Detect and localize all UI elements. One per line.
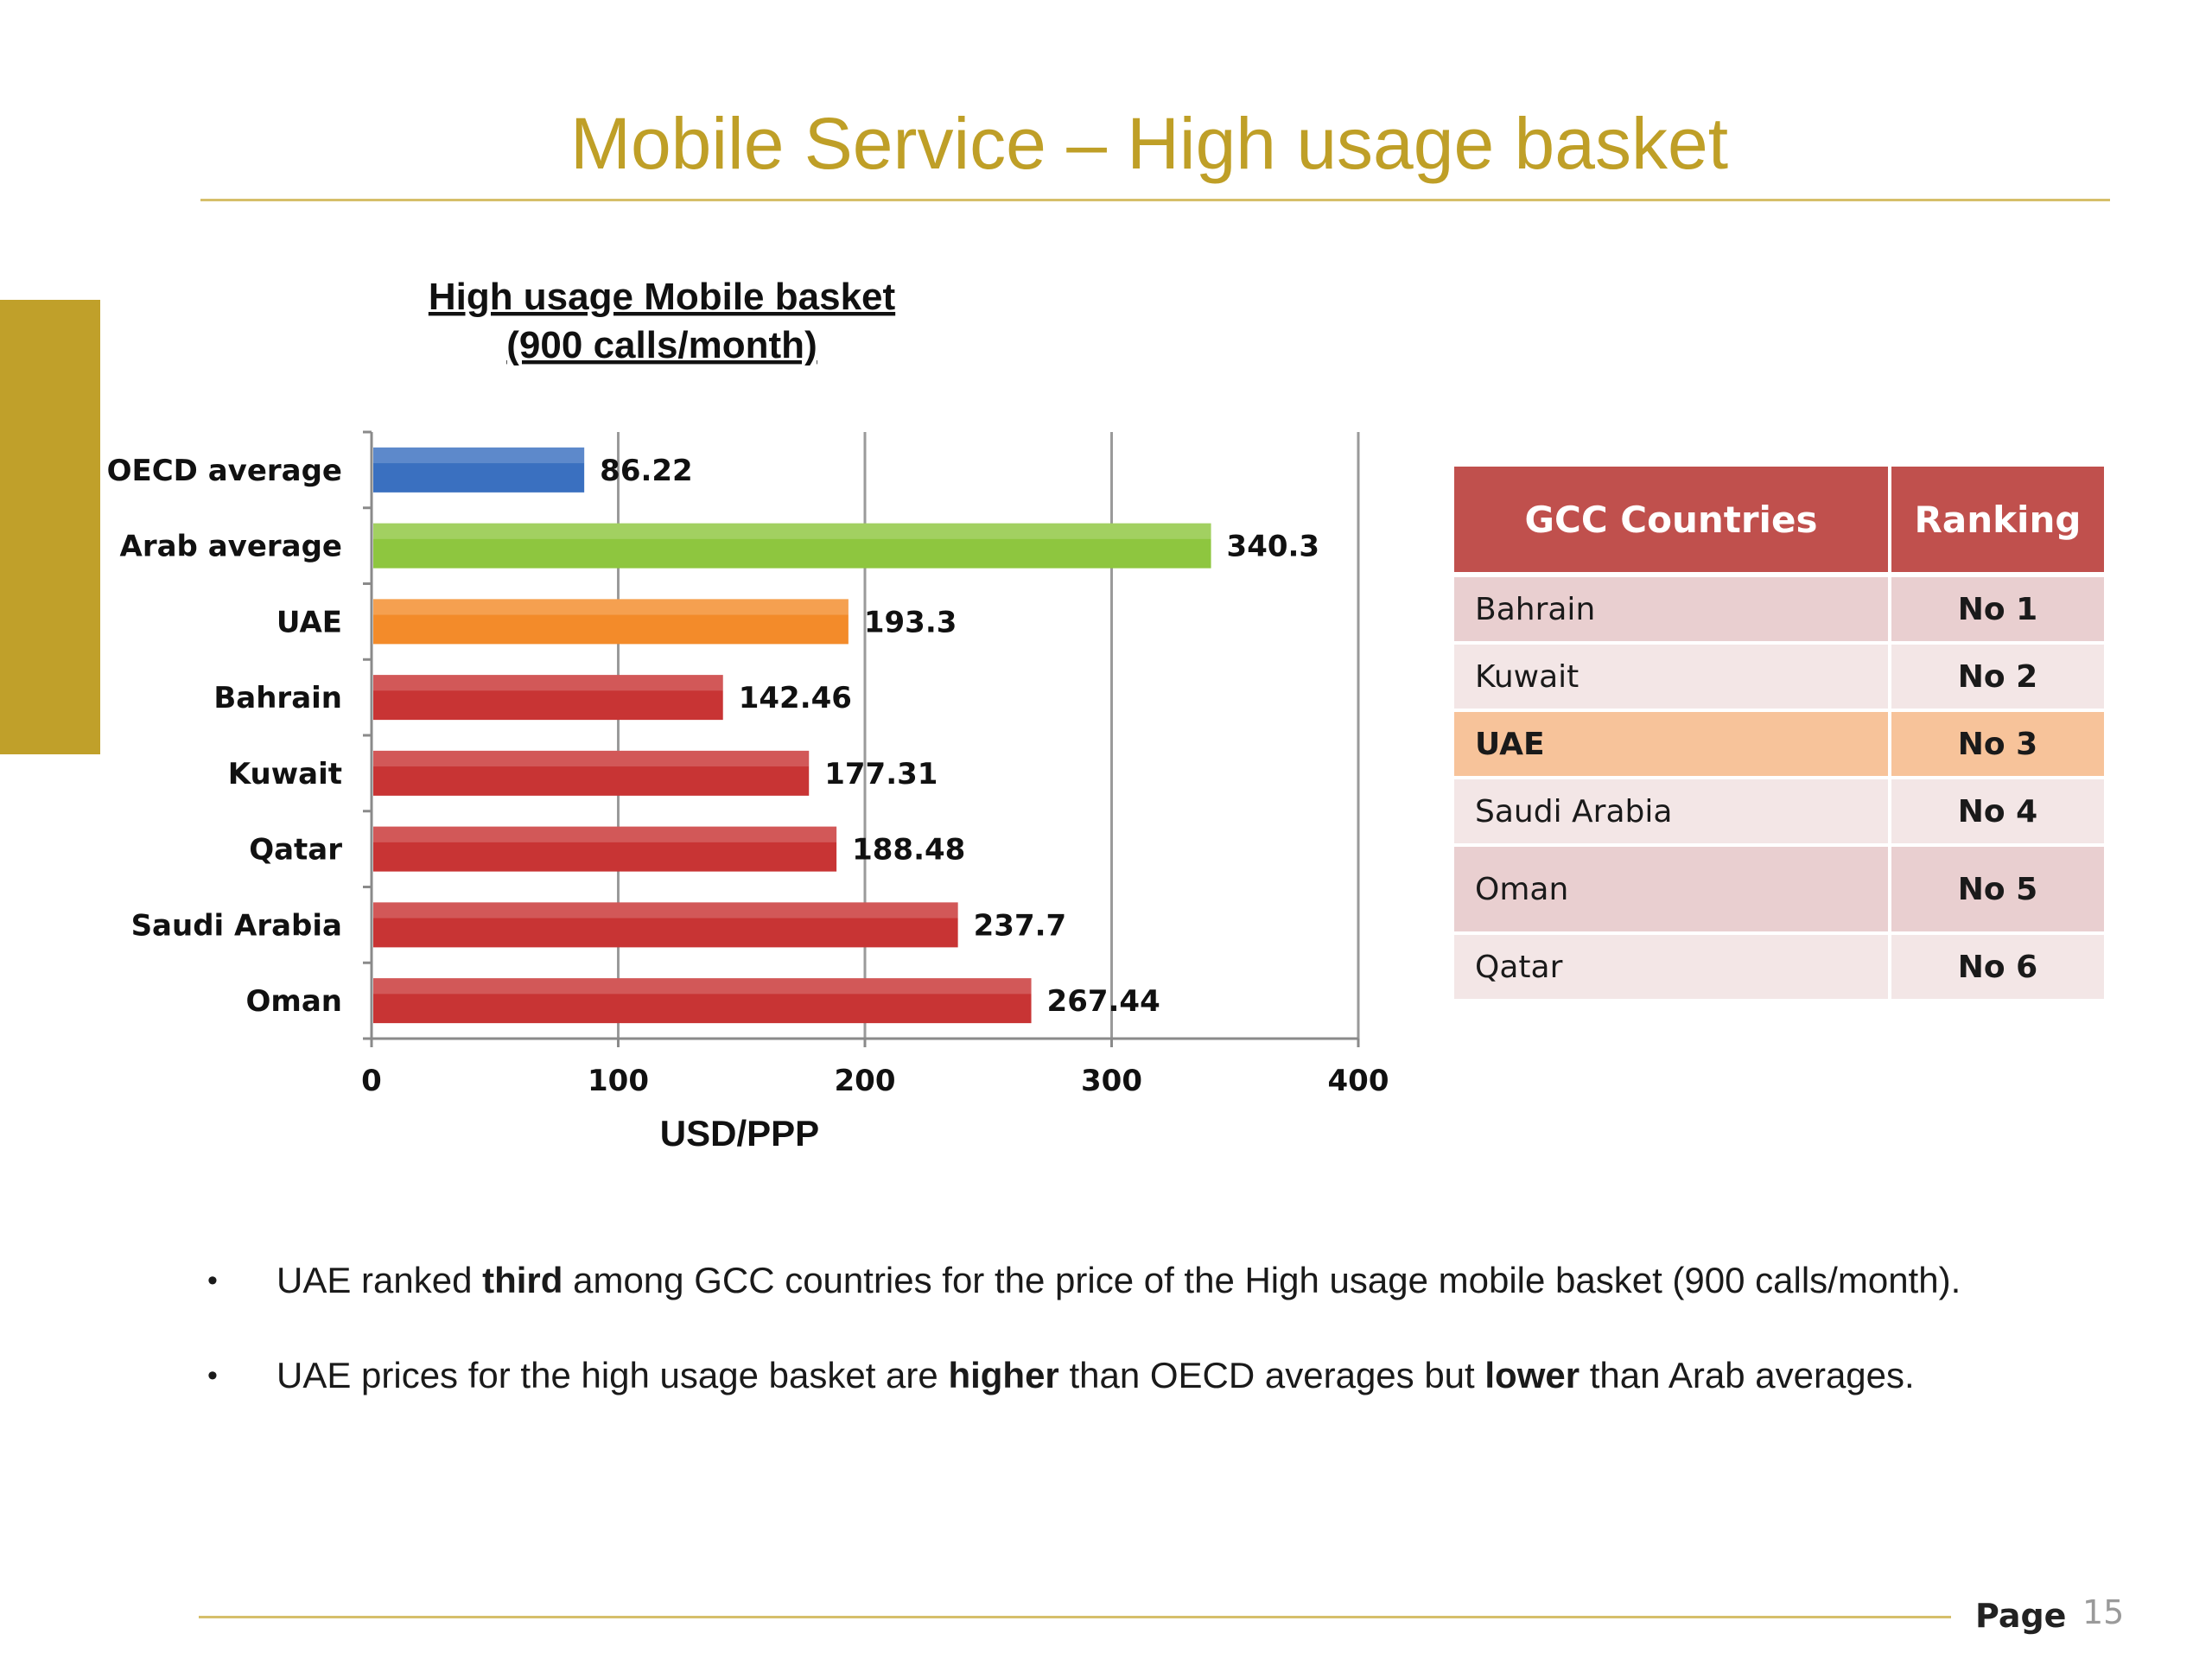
- bullet-list: • UAE ranked third among GCC countries f…: [207, 1257, 2152, 1447]
- category-label: Qatar: [249, 833, 342, 868]
- category-label: OECD average: [107, 454, 342, 488]
- rank-cell: No 3: [1891, 712, 2104, 779]
- category-label: Saudi Arabia: [131, 908, 342, 943]
- slide-title: Mobile Service – High usage basket: [569, 103, 1729, 184]
- table-row-highlighted: UAE No 3: [1454, 712, 2104, 779]
- bar: [373, 599, 849, 645]
- page-label: Page: [1975, 1597, 2067, 1635]
- bar-highlight: [373, 978, 1032, 995]
- bar-highlight: [373, 523, 1211, 539]
- bar-highlight: [373, 447, 585, 464]
- category-label: Kuwait: [228, 757, 342, 791]
- x-tick-label: 400: [1328, 1064, 1389, 1098]
- bullet-dot: •: [207, 1264, 218, 1297]
- bullet-text: UAE prices for the high usage basket are: [276, 1355, 949, 1395]
- category-label: Oman: [246, 984, 342, 1019]
- footer-rule: [199, 1616, 1951, 1618]
- rank-cell: No 6: [1891, 935, 2104, 1002]
- rank-cell: No 2: [1891, 645, 2104, 712]
- chart-subtitle: (900 calls/month): [506, 324, 817, 366]
- data-label: 142.46: [739, 681, 852, 715]
- bullet-text: than Arab averages.: [1580, 1355, 1915, 1395]
- title-rule: [200, 199, 2110, 201]
- x-axis-label: USD/PPP: [660, 1113, 819, 1154]
- category-label: Arab average: [120, 530, 342, 564]
- category-label: Bahrain: [213, 681, 342, 715]
- data-label: 340.3: [1227, 530, 1320, 564]
- country-cell: Qatar: [1454, 935, 1891, 1002]
- bar: [373, 902, 958, 948]
- chart-title: High usage Mobile basket: [429, 276, 896, 318]
- table-row: Saudi Arabia No 4: [1454, 779, 2104, 847]
- data-label: 177.31: [824, 757, 938, 791]
- country-cell: UAE: [1454, 712, 1891, 779]
- bullet-item: • UAE ranked third among GCC countries f…: [207, 1257, 2152, 1304]
- bar-highlight: [373, 599, 849, 615]
- x-tick-label: 200: [835, 1064, 896, 1098]
- country-cell: Bahrain: [1454, 577, 1891, 645]
- header-ranking: Ranking: [1891, 467, 2104, 577]
- bullet-item: • UAE prices for the high usage basket a…: [207, 1352, 2152, 1399]
- bar: [373, 447, 585, 493]
- header-gcc-countries: GCC Countries: [1454, 467, 1891, 577]
- rank-cell: No 4: [1891, 779, 2104, 847]
- x-tick-label: 100: [588, 1064, 649, 1098]
- accent-block: [0, 300, 100, 754]
- bullet-dot: •: [207, 1359, 218, 1392]
- bar: [373, 523, 1211, 569]
- bar-chart: High usage Mobile basket (900 calls/mont…: [107, 276, 1389, 1154]
- bar-highlight: [373, 826, 837, 842]
- bullet-text: than OECD averages but: [1058, 1355, 1485, 1395]
- bullet-text: among GCC countries for the price of the…: [563, 1260, 1961, 1300]
- table-row: Qatar No 6: [1454, 935, 2104, 1002]
- data-label: 237.7: [974, 908, 1067, 943]
- bullet-emphasis: lower: [1484, 1355, 1580, 1395]
- bar: [373, 675, 723, 721]
- bullet-emphasis: third: [482, 1260, 563, 1300]
- category-label: UAE: [276, 605, 342, 639]
- country-cell: Kuwait: [1454, 645, 1891, 712]
- bullet-emphasis: higher: [948, 1355, 1059, 1395]
- page-number: 15: [2082, 1593, 2125, 1631]
- gcc-ranking-table: GCC Countries Ranking Bahrain No 1 Kuwai…: [1454, 467, 2104, 1002]
- data-label: 193.3: [864, 605, 957, 639]
- bar-highlight: [373, 750, 810, 767]
- x-tick-label: 300: [1081, 1064, 1142, 1098]
- rank-cell: No 5: [1891, 847, 2104, 935]
- table-row: Kuwait No 2: [1454, 645, 2104, 712]
- bar: [373, 826, 837, 872]
- table-row: Bahrain No 1: [1454, 577, 2104, 645]
- country-cell: Oman: [1454, 847, 1891, 935]
- rank-cell: No 1: [1891, 577, 2104, 645]
- bar-highlight: [373, 675, 723, 691]
- table-header-row: GCC Countries Ranking: [1454, 467, 2104, 577]
- bar: [373, 978, 1032, 1024]
- data-label: 86.22: [600, 454, 693, 488]
- data-label: 188.48: [852, 833, 965, 868]
- x-tick-label: 0: [361, 1064, 382, 1098]
- bar: [373, 750, 810, 796]
- bullet-text: UAE ranked: [276, 1260, 483, 1300]
- country-cell: Saudi Arabia: [1454, 779, 1891, 847]
- table-row: Oman No 5: [1454, 847, 2104, 935]
- bar-highlight: [373, 902, 958, 918]
- data-label: 267.44: [1047, 984, 1160, 1019]
